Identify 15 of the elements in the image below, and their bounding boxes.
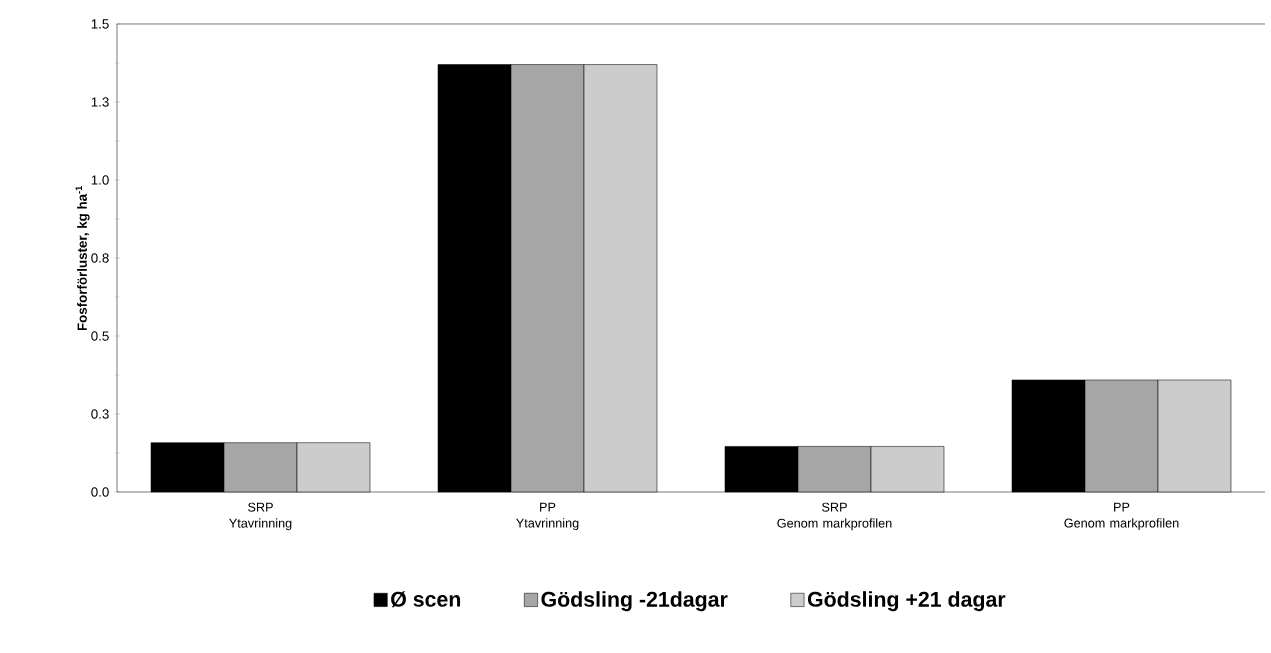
x-tick-label: PP Genom markprofilen: [1064, 502, 1179, 531]
legend-label: Ø scen: [391, 591, 461, 608]
x-tick-label: SRP Genom markprofilen: [777, 502, 892, 531]
x-tick-label: SRP Ytavrinning: [229, 502, 292, 531]
legend-label: Gödsling -21dagar: [541, 591, 728, 612]
legend-label: Gödsling +21 dagar: [807, 591, 1006, 612]
y-tick-label: 1.0: [91, 175, 109, 185]
y-axis-title: Fosforförluster, kg ha$^{-1}$: [75, 185, 90, 331]
y-tick-label: 0.8: [91, 253, 109, 263]
y-tick-label: 0.5: [91, 331, 109, 341]
x-tick-label: PP Ytavrinning: [516, 502, 579, 531]
y-tick-label: 1.5: [91, 19, 109, 29]
y-tick-label: 0.3: [91, 409, 109, 419]
y-tick-label: 1.3: [91, 97, 109, 107]
y-tick-label: 0.0: [91, 487, 109, 497]
